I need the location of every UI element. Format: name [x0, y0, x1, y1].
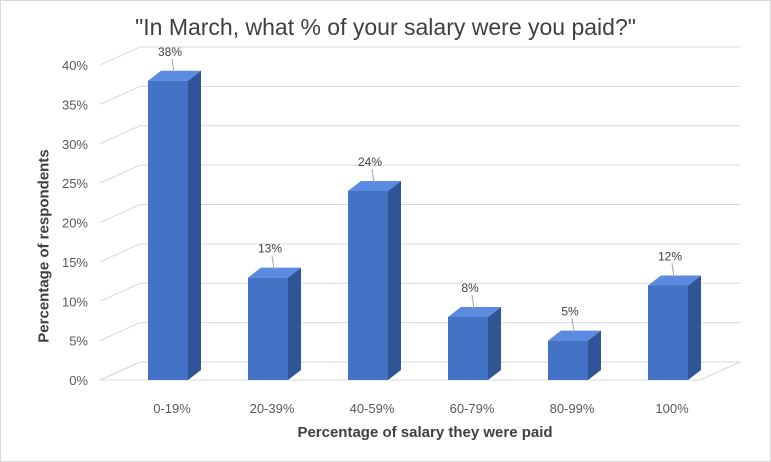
data-label: 24%	[358, 155, 382, 169]
y-tick-label: 35%	[62, 97, 88, 112]
gridline-side	[99, 361, 141, 381]
gridline-side	[99, 164, 141, 184]
y-tick-label: 20%	[62, 216, 88, 231]
gridline-side	[99, 125, 141, 145]
data-label-leader	[371, 168, 375, 184]
bar	[548, 340, 588, 380]
bar	[348, 191, 388, 380]
bar-side	[488, 307, 501, 380]
bar-top	[348, 181, 401, 191]
y-tick-label: 25%	[62, 176, 88, 191]
bar	[148, 80, 188, 380]
y-axis-label: Percentage of respondents	[35, 149, 53, 343]
gridline-side	[99, 282, 141, 302]
data-label: 8%	[461, 281, 479, 295]
bar-top	[148, 70, 201, 81]
data-label-leader	[171, 58, 175, 73]
gridline-side	[99, 85, 141, 105]
x-tick-label: 0-19%	[153, 401, 191, 416]
x-tick-label: 80-99%	[550, 401, 595, 416]
bar-top	[548, 330, 601, 341]
y-tick-label: 30%	[62, 137, 88, 152]
data-label-leader	[271, 255, 275, 270]
gridline-side	[99, 243, 141, 263]
data-label: 5%	[561, 305, 579, 319]
y-tick-label: 5%	[69, 334, 88, 349]
bar	[248, 277, 288, 380]
bar-side	[588, 330, 601, 380]
bar-side	[688, 275, 701, 380]
y-tick-label: 0%	[69, 373, 88, 388]
bar-side	[388, 181, 401, 380]
bar-side	[188, 70, 201, 380]
bar	[448, 317, 488, 380]
y-tick-label: 15%	[62, 255, 88, 270]
x-tick-label: 60-79%	[450, 401, 495, 416]
x-tick-label: 40-59%	[350, 401, 395, 416]
x-tick-label: 100%	[655, 401, 689, 416]
data-label-leader	[671, 263, 675, 278]
data-label: 38%	[158, 45, 182, 59]
chart-title: "In March, what % of your salary were yo…	[135, 14, 636, 40]
gridline-side	[99, 322, 141, 342]
data-label: 12%	[658, 250, 682, 264]
data-label-leader	[471, 294, 475, 310]
bar-top	[648, 275, 701, 286]
y-tick-label: 10%	[62, 294, 88, 309]
data-label: 13%	[258, 242, 282, 256]
data-label-leader	[571, 318, 575, 333]
y-tick-label: 40%	[62, 58, 88, 73]
bar-top	[448, 307, 501, 317]
bar	[648, 285, 688, 380]
bar-top	[248, 267, 301, 278]
gridline-side	[99, 204, 141, 223]
bar-side	[288, 267, 301, 380]
x-tick-label: 20-39%	[250, 401, 295, 416]
x-axis-label: Percentage of salary they were paid	[297, 424, 553, 441]
gridline-side	[99, 46, 141, 66]
